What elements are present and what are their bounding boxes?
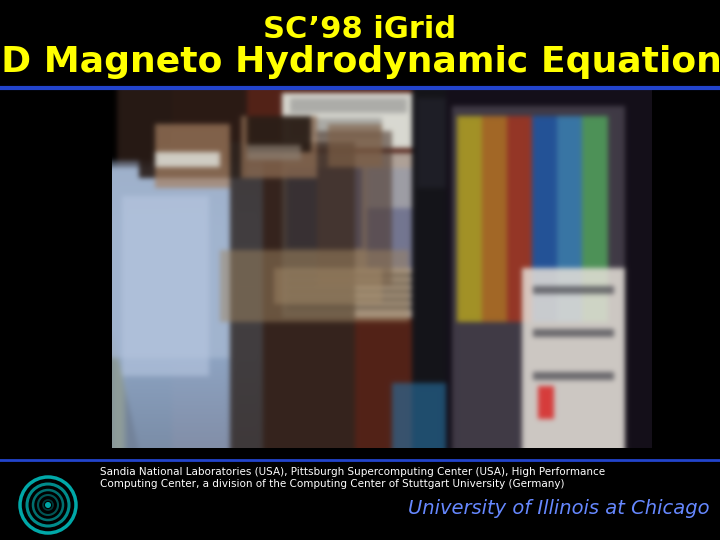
Text: Sandia National Laboratories (USA), Pittsburgh Supercomputing Center (USA), High: Sandia National Laboratories (USA), Pitt…	[100, 467, 605, 477]
Text: Computing Center, a division of the Computing Center of Stuttgart University (Ge: Computing Center, a division of the Comp…	[100, 479, 564, 489]
Text: University of Illinois at Chicago: University of Illinois at Chicago	[408, 498, 710, 517]
Text: SC’98 iGrid: SC’98 iGrid	[264, 16, 456, 44]
Circle shape	[45, 502, 51, 508]
Text: 3D Magneto Hydrodynamic Equations: 3D Magneto Hydrodynamic Equations	[0, 45, 720, 79]
